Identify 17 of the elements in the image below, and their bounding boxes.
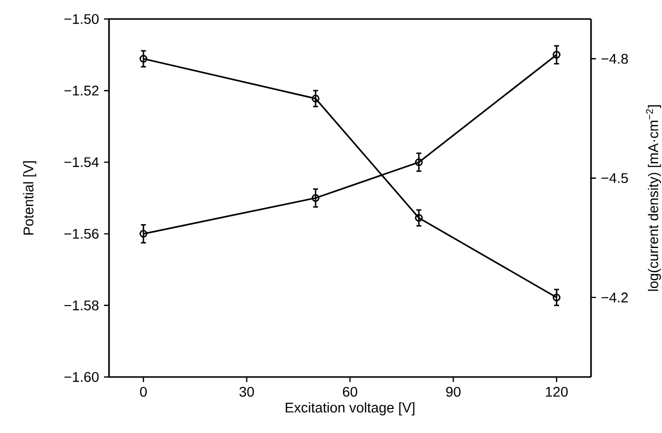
y2-tick-label: −4.8 xyxy=(602,54,628,64)
y-tick-label: −1.56 xyxy=(64,228,99,239)
x-axis-title: Excitation voltage [V] xyxy=(286,402,414,416)
x-tick-label: 90 xyxy=(446,386,461,397)
x-tick-label: 0 xyxy=(140,386,147,397)
y-tick-label: −1.52 xyxy=(64,86,98,96)
x-tick-label: 120 xyxy=(546,386,568,397)
y-axis-title: Potential [V] xyxy=(23,161,36,235)
y-tick-label: −1.54 xyxy=(64,157,99,168)
y-tick-label: −1.60 xyxy=(64,372,99,382)
y-tick-label: −1.58 xyxy=(64,300,99,310)
y2-axis-title: log(current density) [mA·cm$^{−2}$] xyxy=(646,105,661,291)
x-tick-label: 30 xyxy=(239,386,254,397)
x-tick-label: 60 xyxy=(342,386,358,397)
y2-tick-label: −4.2 xyxy=(602,292,628,302)
y-tick-label: −1.50 xyxy=(64,14,99,24)
y2-tick-label: −4.5 xyxy=(602,173,628,184)
